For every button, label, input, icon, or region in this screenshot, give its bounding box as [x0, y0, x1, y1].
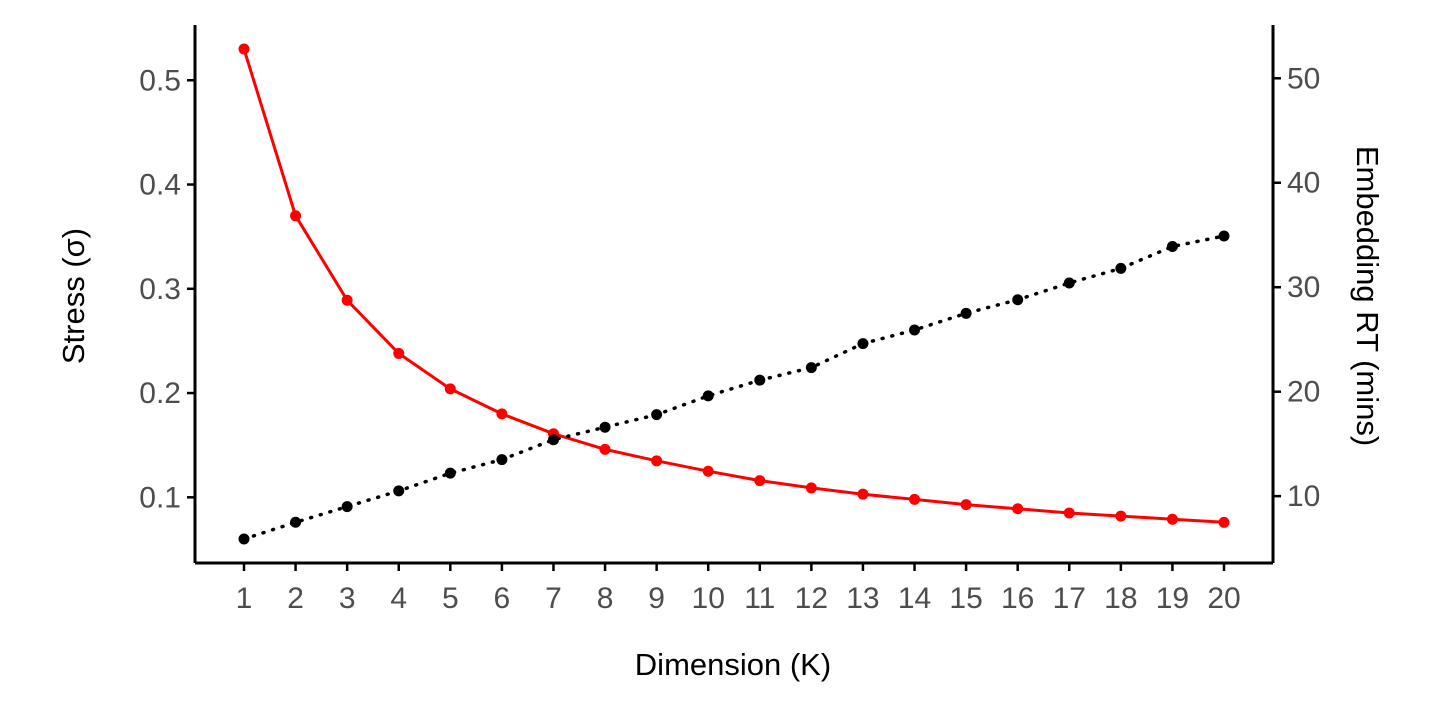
stress-data-point — [1012, 503, 1024, 515]
right-y-tick-label: 20 — [1287, 376, 1320, 409]
stress-data-point — [1166, 513, 1178, 525]
stress-data-point — [393, 347, 405, 359]
x-tick-label: 1 — [236, 582, 253, 615]
stress-data-point — [805, 482, 817, 494]
stress-data-point — [754, 475, 766, 487]
embedding-rt-data-point — [444, 467, 456, 479]
x-axis-title: Dimension (K) — [635, 647, 831, 682]
stress-data-point — [238, 43, 250, 55]
x-tick-label: 18 — [1104, 582, 1137, 615]
stress-data-point — [341, 294, 353, 306]
x-axis-group: 1 2 3 4 5 6 7 8 9 10 11 12 13 14 15 16 17 18 19 20 — [195, 561, 1273, 615]
x-tick-label: 17 — [1053, 582, 1086, 615]
embedding-rt-data-point — [290, 516, 302, 528]
left-y-tick-label: 0.5 — [139, 64, 181, 97]
embedding-rt-data-point — [1218, 230, 1230, 242]
embedding-rt-data-point — [238, 533, 250, 545]
right-y-tick-label: 10 — [1287, 480, 1320, 513]
embedding-rt-data-point — [547, 434, 559, 446]
embedding-rt-data-point — [702, 390, 714, 402]
right-y-tick-label: 40 — [1287, 167, 1320, 200]
embedding-rt-data-point — [857, 338, 869, 350]
right-y-tick-label: 30 — [1287, 271, 1320, 304]
embedding-rt-series-line — [242, 234, 1226, 541]
embedding-rt-data-point — [1063, 277, 1075, 289]
stress-data-point — [599, 443, 611, 455]
stress-data-point — [960, 499, 972, 511]
left-y-tick-label: 0.3 — [139, 273, 181, 306]
x-tick-label: 4 — [390, 582, 407, 615]
stress-data-point — [1063, 507, 1075, 519]
stress-series-line — [242, 47, 1226, 524]
series-group — [238, 43, 1230, 545]
right-axis-group: 10 20 30 40 50 — [1271, 25, 1320, 563]
stress-data-point — [651, 455, 663, 467]
stress-data-point — [1115, 510, 1127, 522]
x-tick-label: 20 — [1207, 582, 1240, 615]
embedding-rt-data-point — [341, 501, 353, 513]
embedding-rt-data-point — [651, 409, 663, 421]
x-tick-label: 15 — [949, 582, 982, 615]
embedding-rt-data-point — [1012, 294, 1024, 306]
stress-data-point — [444, 383, 456, 395]
x-tick-label: 8 — [597, 582, 614, 615]
x-tick-label: 6 — [494, 582, 511, 615]
embedding-rt-data-point — [805, 362, 817, 374]
left-y-tick-label: 0.4 — [139, 169, 181, 202]
embedding-rt-data-point — [599, 421, 611, 433]
embedding-rt-data-point — [1166, 240, 1178, 252]
x-tick-label: 2 — [287, 582, 304, 615]
x-tick-label: 12 — [795, 582, 828, 615]
stress-data-point — [1218, 516, 1230, 528]
x-tick-label: 13 — [846, 582, 879, 615]
right-y-axis-title: Embedding RT (mins) — [1350, 146, 1385, 446]
x-tick-label: 9 — [648, 582, 665, 615]
x-tick-label: 14 — [898, 582, 931, 615]
x-tick-label: 7 — [545, 582, 562, 615]
embedding-rt-data-point — [909, 324, 921, 336]
embedding-rt-data-point — [1115, 262, 1127, 274]
stress-data-point — [290, 210, 302, 222]
x-tick-label: 3 — [339, 582, 356, 615]
left-y-tick-label: 0.1 — [139, 481, 181, 514]
x-tick-label: 11 — [744, 582, 775, 615]
x-tick-label: 16 — [1001, 582, 1034, 615]
x-tick-label: 19 — [1156, 582, 1189, 615]
embedding-rt-data-point — [754, 374, 766, 386]
x-tick-label: 10 — [692, 582, 725, 615]
stress-data-point — [909, 493, 921, 505]
left-axis-group: 0.1 0.2 0.3 0.4 0.5 — [139, 25, 197, 563]
left-y-axis-title: Stress (σ) — [56, 228, 91, 364]
x-tick-label: 5 — [442, 582, 459, 615]
stress-data-point — [702, 465, 714, 477]
embedding-rt-data-point — [960, 307, 972, 319]
embedding-rt-data-point — [496, 454, 508, 466]
right-y-tick-label: 50 — [1287, 62, 1320, 95]
stress-data-point — [857, 488, 869, 500]
embedding-rt-data-point — [393, 485, 405, 497]
left-y-tick-label: 0.2 — [139, 377, 181, 410]
stress-data-point — [496, 408, 508, 420]
